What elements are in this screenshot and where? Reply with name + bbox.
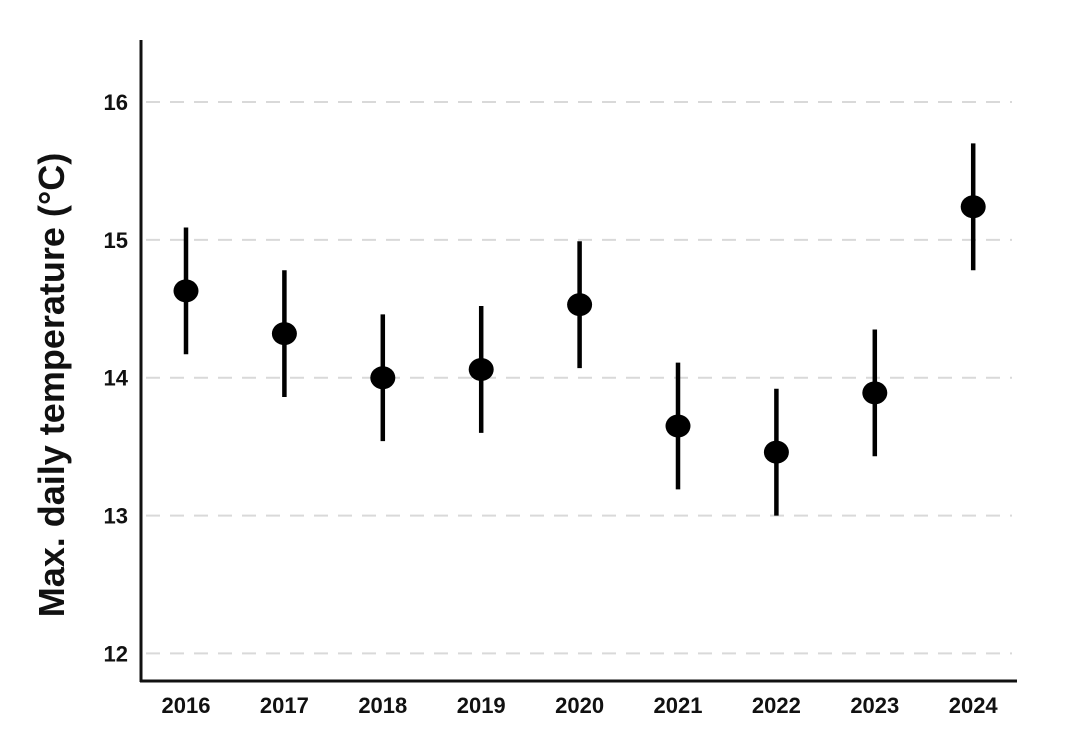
data-point — [763, 440, 789, 464]
data-point — [862, 381, 888, 405]
data-point — [173, 279, 199, 303]
x-tick-label: 2018 — [358, 693, 407, 718]
data-point — [665, 414, 691, 438]
x-tick-label: 2016 — [162, 693, 211, 718]
y-tick-label: 16 — [104, 90, 128, 115]
x-tick-label: 2019 — [457, 693, 506, 718]
grid-lines — [146, 101, 1012, 655]
x-tick-label: 2023 — [850, 693, 899, 718]
x-tick-label: 2024 — [949, 693, 999, 718]
y-tick-label: 12 — [104, 641, 128, 666]
y-tick-label: 14 — [104, 366, 129, 391]
data-point — [370, 366, 396, 390]
y-tick-label: 13 — [104, 504, 128, 529]
y-tick-label: 15 — [104, 228, 128, 253]
data-point — [960, 195, 986, 219]
x-tick-label: 2022 — [752, 693, 801, 718]
error-bars — [183, 143, 976, 516]
data-point — [271, 322, 297, 346]
x-tick-label: 2017 — [260, 693, 309, 718]
x-tick-label: 2020 — [555, 693, 604, 718]
data-points — [173, 195, 986, 464]
data-point — [468, 357, 494, 381]
y-tick-labels: 12 13 14 15 16 — [104, 90, 129, 666]
y-axis-label: Max. daily temperature (°C) — [31, 153, 72, 618]
data-point — [567, 293, 593, 317]
x-tick-label: 2021 — [654, 693, 703, 718]
x-tick-labels: 2016 2017 2018 2019 2020 2021 2022 2023 2024 — [162, 693, 999, 718]
